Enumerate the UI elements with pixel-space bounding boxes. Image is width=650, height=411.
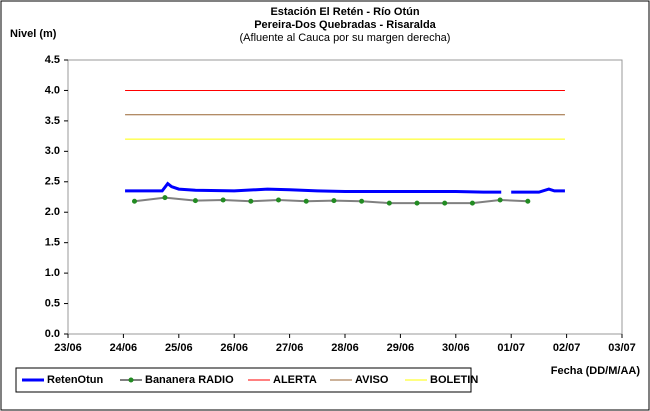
series-marker (248, 198, 254, 204)
x-tick-label: 24/06 (110, 342, 138, 354)
y-tick-label: 2.5 (45, 176, 60, 188)
series-marker (303, 198, 309, 204)
series-marker (442, 200, 448, 206)
x-tick-label: 03/07 (608, 342, 636, 354)
x-tick-label: 28/06 (331, 342, 359, 354)
legend-box (15, 367, 472, 393)
y-tick-label: 3.5 (45, 115, 60, 127)
series-marker (525, 198, 531, 204)
y-axis-label: Nivel (m) (10, 28, 57, 40)
legend-label: ALERTA (273, 374, 317, 386)
series-marker (497, 197, 503, 203)
series-line (511, 187, 565, 194)
series-marker (131, 198, 137, 204)
legend-label: RetenOtun (47, 374, 104, 386)
x-tick-label: 01/07 (497, 342, 525, 354)
y-tick-label: 0.0 (45, 328, 60, 340)
x-tick-label: 27/06 (276, 342, 304, 354)
y-tick-label: 4.0 (45, 84, 60, 96)
series-marker (359, 198, 365, 204)
y-tick-label: 1.0 (45, 267, 60, 279)
series-marker (162, 195, 168, 201)
y-tick-label: 0.5 (45, 297, 60, 309)
series-marker (414, 200, 420, 206)
chart-subtitle: Pereira-Dos Quebradas - Risaralda (254, 19, 436, 31)
series-marker (386, 200, 392, 206)
series-marker (276, 197, 282, 203)
series-line (125, 181, 502, 194)
series-marker (220, 197, 226, 203)
legend-label: Bananera RADIO (145, 374, 234, 386)
legend-label: BOLETIN (430, 374, 478, 386)
series-marker (192, 198, 198, 204)
chart-subtitle: (Afluente al Cauca por su margen derecha… (240, 32, 451, 44)
y-tick-label: 4.5 (45, 54, 60, 66)
legend-label: AVISO (355, 374, 389, 386)
legend-marker (128, 377, 134, 383)
x-tick-label: 23/06 (54, 342, 82, 354)
y-tick-label: 3.0 (45, 145, 60, 157)
series-marker (331, 198, 337, 204)
y-tick-label: 1.5 (45, 237, 60, 249)
x-tick-label: 30/06 (442, 342, 470, 354)
x-tick-label: 29/06 (387, 342, 415, 354)
y-tick-label: 2.0 (45, 206, 60, 218)
x-axis-label: Fecha (DD/M/AA) (551, 365, 641, 377)
x-tick-label: 26/06 (220, 342, 248, 354)
series-marker (469, 200, 475, 206)
x-tick-label: 25/06 (165, 342, 193, 354)
x-tick-label: 02/07 (553, 342, 581, 354)
chart-title: Estación El Retén - Río Otún (270, 6, 419, 18)
